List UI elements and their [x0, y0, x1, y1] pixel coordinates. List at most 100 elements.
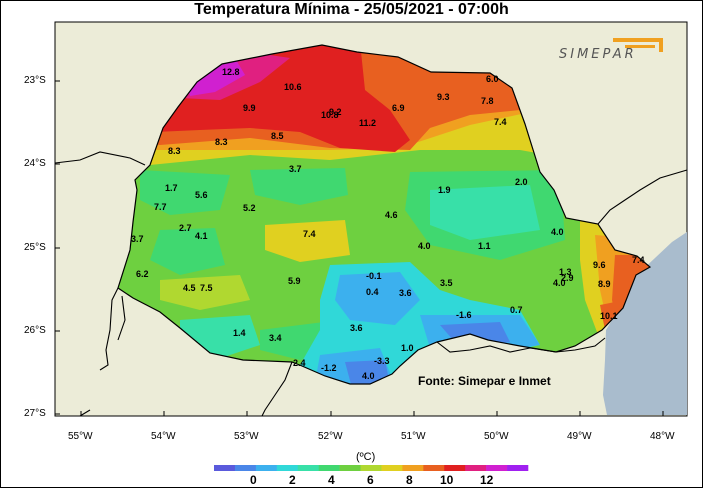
- station-value: 10.1: [600, 311, 618, 321]
- station-value: 4.1: [195, 231, 208, 241]
- colorbar-swatch: [423, 465, 445, 471]
- station-value: 7.8: [481, 96, 494, 106]
- station-value: 2.4: [293, 358, 306, 368]
- station-value: 4.0: [551, 227, 564, 237]
- station-value: 10.6: [284, 82, 302, 92]
- station-value: 7.4: [303, 229, 316, 239]
- station-value: 0.7: [510, 305, 523, 315]
- station-value: 9.9: [243, 103, 256, 113]
- station-value: 8.3: [168, 146, 181, 156]
- station-value: 2.0: [515, 177, 528, 187]
- colorbar-swatch: [507, 465, 529, 471]
- colorbar-swatch: [402, 465, 424, 471]
- station-value: 7.5: [200, 283, 213, 293]
- y-axis-label: 25°S: [24, 242, 46, 253]
- station-value: 1.7: [165, 183, 178, 193]
- colorbar-tick-label: 12: [480, 473, 494, 487]
- colorbar: [214, 465, 529, 471]
- colorbar-swatch: [276, 465, 299, 471]
- station-value: 5.9: [288, 276, 301, 286]
- y-axis-label: 23°S: [24, 75, 46, 86]
- colorbar-swatch: [381, 465, 403, 471]
- station-value: 5.2: [243, 203, 256, 213]
- station-value: 2.7: [179, 223, 192, 233]
- station-value: 3.7: [289, 164, 302, 174]
- station-value: 3.6: [399, 288, 412, 298]
- unit-label: (ºC): [356, 451, 376, 463]
- station-values: 12.8 10.6 9.9 10.8 9.2 11.2 6.9 9.3 7.8 …: [131, 67, 645, 381]
- station-value: 8.3: [215, 137, 228, 147]
- simepar-logo: SIMEPAR: [555, 38, 673, 62]
- colorbar-tick-label: 0: [250, 473, 257, 487]
- station-value: 1.4: [233, 328, 246, 338]
- station-value: 3.7: [131, 234, 144, 244]
- colorbar-swatch: [297, 465, 319, 471]
- x-axis-label: 50°W: [484, 431, 509, 442]
- colorbar-swatch: [214, 465, 236, 471]
- station-value: 7.4: [632, 255, 645, 265]
- colorbar-swatch: [465, 465, 487, 471]
- colorbar-tick-label: 10: [440, 473, 454, 487]
- station-value: 12.8: [222, 67, 240, 77]
- station-value: 3.4: [269, 333, 282, 343]
- neighbour-borders: [54, 151, 688, 417]
- station-value: 9.6: [593, 260, 606, 270]
- colorbar-tick-label: 2: [289, 473, 296, 487]
- colorbar-swatch: [339, 465, 361, 471]
- colorbar-swatch: [444, 465, 466, 471]
- ocean: [603, 232, 687, 415]
- station-value: -1.6: [456, 310, 472, 320]
- station-value: 4.0: [418, 241, 431, 251]
- station-value: 6.9: [392, 103, 405, 113]
- x-axis-label: 55°W: [68, 431, 93, 442]
- colorbar-tick-label: 8: [406, 473, 413, 487]
- station-value: 7.7: [154, 202, 167, 212]
- colorbar-tick-label: 4: [328, 473, 335, 487]
- station-value: 6.2: [136, 269, 149, 279]
- station-value: 8.9: [598, 279, 611, 289]
- station-value: 7.4: [494, 117, 507, 127]
- x-axis-label: 54°W: [151, 431, 176, 442]
- colorbar-swatch: [486, 465, 508, 471]
- station-value: 0.4: [366, 287, 379, 297]
- x-axis-label: 49°W: [567, 431, 592, 442]
- station-value: 3.5: [440, 278, 453, 288]
- y-axis-label: 26°S: [24, 325, 46, 336]
- y-axis-label: 24°S: [24, 158, 46, 169]
- station-value: 1.9: [438, 185, 451, 195]
- colorbar-swatch: [255, 465, 278, 471]
- axis-ticks: [55, 80, 664, 416]
- colorbar-swatch: [234, 465, 257, 471]
- station-value: 9.3: [437, 92, 450, 102]
- station-value: 11.2: [359, 118, 376, 128]
- y-axis-label: 27°S: [24, 408, 46, 419]
- source-note: Fonte: Simepar e Inmet: [418, 374, 551, 388]
- station-value: 4.0: [553, 278, 566, 288]
- station-value: 4.6: [385, 210, 398, 220]
- x-axis-label: 51°W: [401, 431, 426, 442]
- station-value: 6.0: [486, 74, 499, 84]
- station-value: -1.2: [321, 363, 337, 373]
- colorbar-tick-label: 6: [367, 473, 374, 487]
- station-value: 4.5: [183, 283, 196, 293]
- station-value: 10.8: [321, 110, 339, 120]
- station-value: 4.0: [362, 371, 375, 381]
- station-value: 3.6: [350, 323, 363, 333]
- station-value: 8.5: [271, 131, 284, 141]
- colorbar-swatch: [360, 465, 382, 471]
- x-axis-label: 52°W: [318, 431, 343, 442]
- station-value: 1.0: [401, 343, 414, 353]
- station-value: 1.3: [559, 267, 572, 277]
- colorbar-swatch: [318, 465, 340, 471]
- station-value: -0.1: [366, 271, 382, 281]
- x-axis-label: 53°W: [234, 431, 259, 442]
- station-value: 9.2: [329, 107, 342, 117]
- x-axis-label: 48°W: [650, 431, 675, 442]
- station-value: 5.6: [195, 190, 208, 200]
- station-value: 1.1: [478, 241, 491, 251]
- station-value: 2.9: [561, 273, 574, 283]
- logo-text: SIMEPAR: [559, 47, 637, 62]
- station-value: -3.3: [374, 356, 390, 366]
- map-title: Temperatura Mínima - 25/05/2021 - 07:00h: [194, 1, 509, 18]
